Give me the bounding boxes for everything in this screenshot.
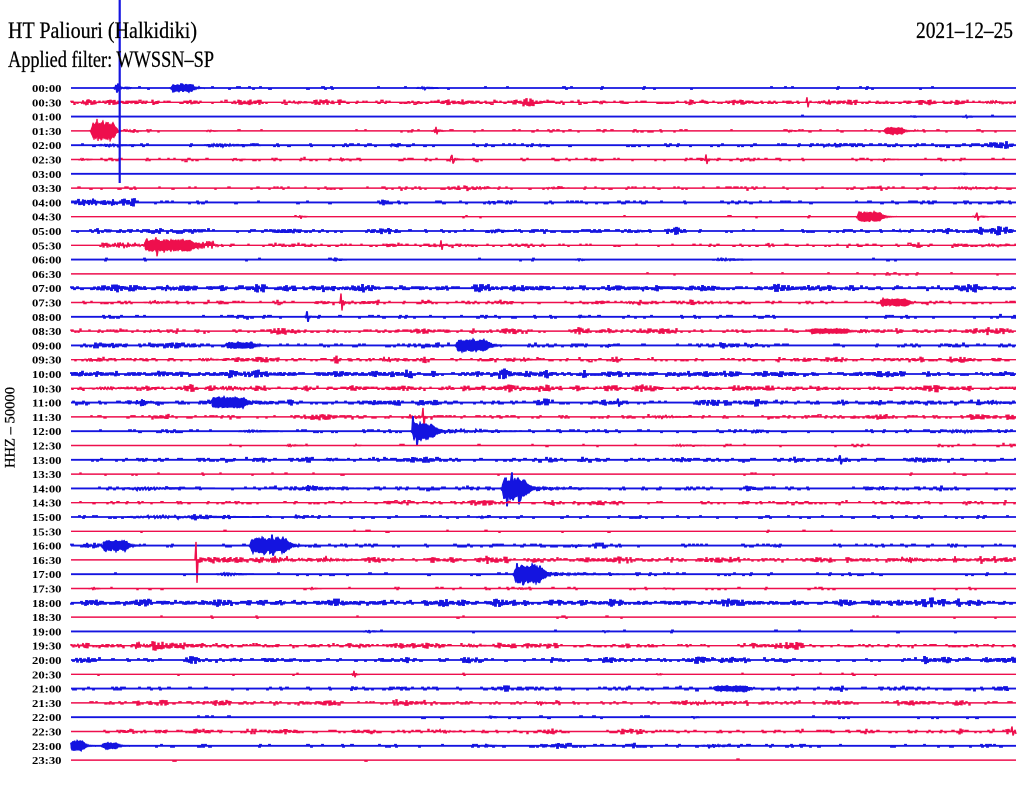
svg-text:01:30: 01:30: [32, 126, 62, 138]
svg-text:19:00: 19:00: [32, 626, 62, 638]
svg-text:00:00: 00:00: [32, 83, 62, 95]
svg-text:14:00: 14:00: [32, 483, 62, 495]
svg-text:HHZ – 50000: HHZ – 50000: [3, 387, 19, 468]
svg-text:08:30: 08:30: [32, 326, 62, 338]
svg-text:10:00: 10:00: [32, 369, 62, 381]
svg-text:09:30: 09:30: [32, 355, 62, 367]
svg-text:05:00: 05:00: [32, 226, 62, 238]
svg-text:22:30: 22:30: [32, 727, 62, 739]
svg-text:00:30: 00:30: [32, 97, 62, 109]
svg-text:10:30: 10:30: [32, 383, 62, 395]
svg-text:03:00: 03:00: [32, 169, 62, 181]
svg-text:17:00: 17:00: [32, 569, 62, 581]
svg-text:02:00: 02:00: [32, 140, 62, 152]
svg-text:16:30: 16:30: [32, 555, 62, 567]
svg-text:18:30: 18:30: [32, 612, 62, 624]
svg-text:23:00: 23:00: [32, 741, 62, 753]
svg-text:15:30: 15:30: [32, 526, 62, 538]
svg-text:11:30: 11:30: [32, 412, 62, 424]
svg-text:16:00: 16:00: [32, 541, 62, 553]
svg-text:06:30: 06:30: [32, 269, 62, 281]
svg-text:22:00: 22:00: [32, 712, 62, 724]
svg-text:Applied filter: WWSSN–SP: Applied filter: WWSSN–SP: [8, 47, 214, 72]
svg-text:08:00: 08:00: [32, 312, 62, 324]
svg-text:05:30: 05:30: [32, 240, 62, 252]
svg-text:03:30: 03:30: [32, 183, 62, 195]
svg-text:21:30: 21:30: [32, 698, 62, 710]
svg-text:09:00: 09:00: [32, 340, 62, 352]
svg-text:04:00: 04:00: [32, 197, 62, 209]
svg-text:23:30: 23:30: [32, 755, 62, 767]
svg-text:13:30: 13:30: [32, 469, 62, 481]
svg-text:01:00: 01:00: [32, 112, 62, 124]
svg-text:19:30: 19:30: [32, 641, 62, 653]
svg-text:13:00: 13:00: [32, 455, 62, 467]
svg-text:12:00: 12:00: [32, 426, 62, 438]
svg-text:11:00: 11:00: [32, 398, 62, 410]
svg-text:18:00: 18:00: [32, 598, 62, 610]
svg-text:12:30: 12:30: [32, 441, 62, 453]
svg-text:21:00: 21:00: [32, 684, 62, 696]
svg-text:15:00: 15:00: [32, 512, 62, 524]
svg-text:14:30: 14:30: [32, 498, 62, 510]
svg-text:02:30: 02:30: [32, 155, 62, 167]
svg-text:06:00: 06:00: [32, 255, 62, 267]
svg-text:HT Paliouri (Halkidiki): HT Paliouri (Halkidiki): [8, 18, 197, 43]
svg-text:2021–12–25: 2021–12–25: [916, 18, 1013, 43]
svg-text:07:30: 07:30: [32, 298, 62, 310]
svg-text:20:00: 20:00: [32, 655, 62, 667]
svg-text:07:00: 07:00: [32, 283, 62, 295]
svg-text:17:30: 17:30: [32, 584, 62, 596]
svg-text:20:30: 20:30: [32, 669, 62, 681]
svg-text:04:30: 04:30: [32, 212, 62, 224]
